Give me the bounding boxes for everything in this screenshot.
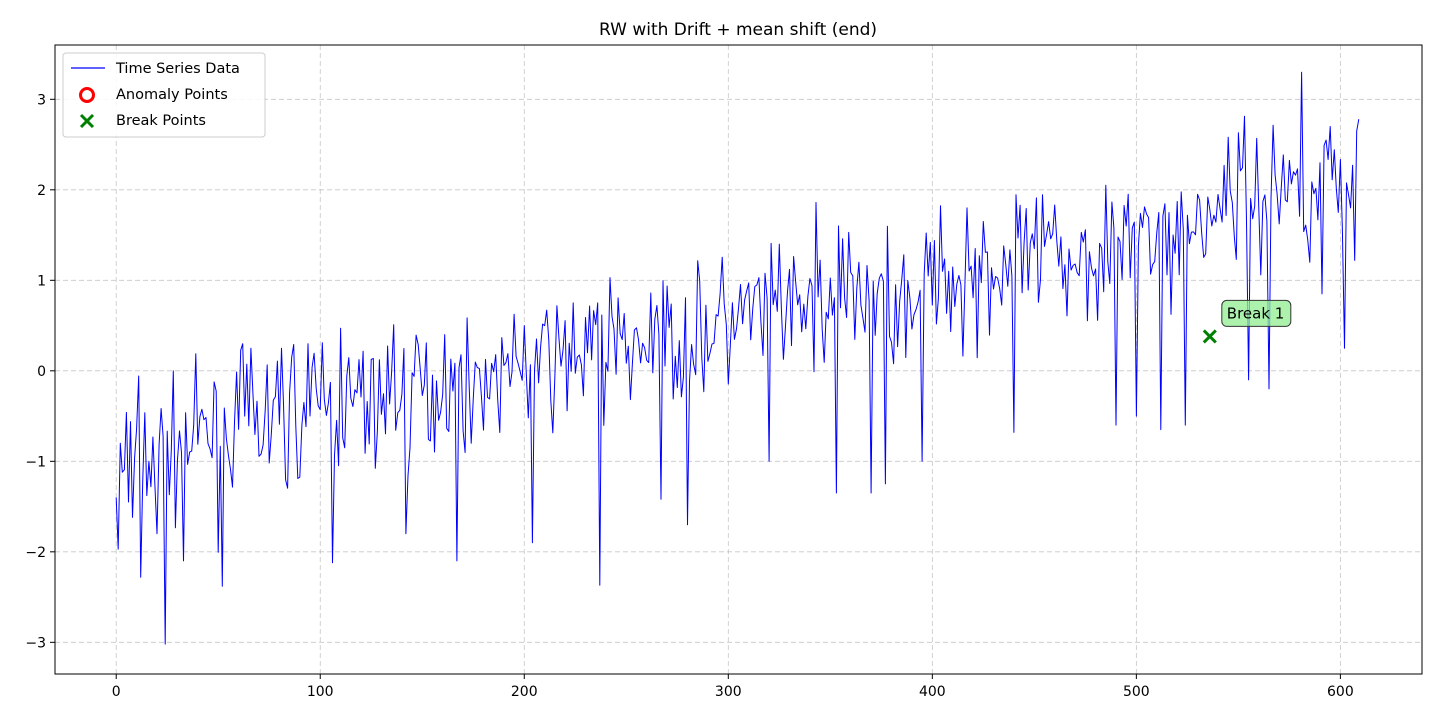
legend-label: Time Series Data <box>115 61 240 77</box>
y-axis: −3 −2 −1 0 1 2 3 <box>25 92 55 651</box>
plot-frame <box>54 44 1423 675</box>
y-tick-label: 0 <box>37 364 46 380</box>
x-tick-label: 500 <box>1123 684 1150 700</box>
y-tick-label: 3 <box>37 92 46 108</box>
legend-circle-swatch <box>79 87 95 103</box>
break-point-marker <box>1202 329 1217 344</box>
legend-entry: Break Points <box>79 113 206 129</box>
series-line-time-series-data <box>115 71 1360 645</box>
legend-label: Anomaly Points <box>116 87 228 103</box>
legend-label: Break Points <box>116 113 206 129</box>
y-tick-label: −1 <box>25 454 46 470</box>
x-tick-label: 300 <box>715 684 742 700</box>
x-tick-label: 600 <box>1327 684 1354 700</box>
y-tick-label: 2 <box>37 183 46 199</box>
chart-title: RW with Drift + mean shift (end) <box>599 20 877 40</box>
legend-box <box>62 52 266 138</box>
x-tick-label: 200 <box>511 684 538 700</box>
break-points <box>1202 329 1217 344</box>
annotation-break-1: Break 1 <box>1221 299 1292 327</box>
x-tick-label: 100 <box>307 684 334 700</box>
x-axis: 0 100 200 300 400 500 600 <box>112 674 1354 700</box>
y-tick-label: 1 <box>37 273 46 289</box>
legend-entry: Time Series Data <box>71 61 240 77</box>
annotation-box <box>1221 299 1292 327</box>
annotations: Break 1 <box>1221 299 1292 327</box>
y-tick-label: −3 <box>25 635 46 651</box>
legend-x-swatch <box>79 113 95 129</box>
break-point-stroke <box>1202 329 1217 344</box>
legend-entry: Anomaly Points <box>79 87 228 103</box>
grid <box>55 45 1422 674</box>
annotation-label: Break 1 <box>1227 304 1285 322</box>
x-tick-label: 0 <box>112 684 121 700</box>
legend: Time Series Data Anomaly Points Break Poin… <box>62 52 266 138</box>
y-tick-label: −2 <box>25 545 46 561</box>
x-tick-label: 400 <box>919 684 946 700</box>
